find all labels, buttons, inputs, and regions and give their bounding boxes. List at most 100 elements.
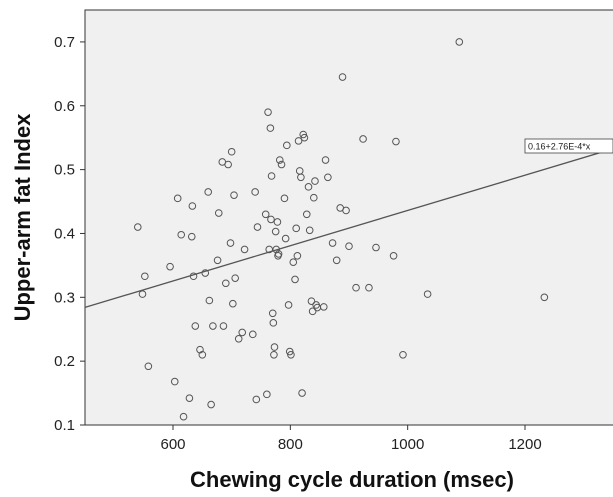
data-point [319, 303, 328, 311]
data-point [399, 350, 407, 359]
data-point [138, 290, 147, 298]
data-point [214, 209, 223, 217]
data-point [253, 223, 262, 231]
y-axis: 0.1 0.2 0.3 0.4 0.5 0.6 0.7 [54, 34, 85, 434]
data-point [277, 160, 286, 169]
data-point [300, 133, 309, 142]
data-point [234, 335, 243, 343]
data-point [270, 343, 279, 351]
data-point [455, 38, 464, 46]
data-point [302, 210, 311, 219]
y-tick-label: 0.3 [54, 289, 75, 306]
data-point [273, 218, 282, 226]
data-point [352, 283, 360, 292]
data-point [293, 252, 302, 260]
data-point [292, 224, 301, 233]
data-point [213, 256, 222, 265]
data-point [189, 272, 198, 281]
data-point [252, 395, 261, 404]
y-tick-label: 0.6 [54, 98, 75, 115]
data-point [305, 226, 314, 235]
data-point [345, 242, 353, 251]
data-point [283, 141, 291, 150]
data-point [342, 206, 350, 215]
data-point [328, 239, 337, 247]
data-point [219, 322, 228, 330]
data-point [291, 275, 299, 284]
regression-equation-box [524, 138, 613, 154]
data-point [280, 194, 289, 203]
y-tick-label: 0.2 [54, 353, 75, 370]
y-axis-title: Upper-arm fat Index [10, 113, 35, 322]
data-point [271, 227, 280, 236]
data-point [298, 389, 306, 397]
data-point [392, 137, 400, 146]
y-tick-label: 0.1 [54, 417, 75, 434]
data-point [289, 258, 298, 266]
data-point [308, 307, 317, 316]
data-point [224, 160, 232, 169]
data-point [198, 350, 207, 359]
x-tick-label: 800 [278, 436, 303, 453]
data-point [231, 274, 239, 282]
data-point [274, 250, 283, 258]
data-point [179, 412, 188, 421]
data-point [332, 256, 341, 265]
y-tick-label: 0.7 [54, 34, 75, 51]
data-points [134, 38, 549, 421]
data-point [191, 322, 200, 330]
data-point [248, 330, 257, 339]
data-point [311, 177, 319, 185]
data-point [324, 173, 332, 182]
data-point [294, 137, 303, 145]
data-point [540, 293, 549, 302]
data-point [268, 309, 277, 318]
data-point [222, 279, 230, 288]
x-tick-label: 600 [160, 436, 185, 453]
data-point [205, 296, 214, 305]
data-point [266, 124, 275, 132]
regression-line [84, 148, 613, 309]
data-point [226, 239, 235, 247]
data-point [297, 173, 305, 182]
data-point [185, 394, 194, 402]
data-point [240, 245, 249, 254]
data-point [166, 262, 174, 271]
x-tick-label: 1200 [508, 436, 541, 453]
data-point [270, 350, 278, 359]
y-tick-label: 0.4 [54, 225, 75, 242]
data-point [134, 223, 142, 231]
data-point [177, 230, 186, 239]
data-point [170, 377, 179, 386]
data-point [338, 73, 347, 81]
data-point [281, 234, 290, 243]
data-point [263, 390, 271, 399]
data-point [229, 299, 237, 308]
data-point [284, 301, 293, 309]
data-point [141, 272, 149, 281]
data-point [365, 283, 373, 292]
x-axis: 600 800 1000 1200 [160, 425, 542, 453]
data-point [230, 191, 238, 199]
data-point [251, 188, 259, 196]
data-point [187, 232, 196, 241]
data-point [275, 156, 284, 164]
data-point [264, 108, 272, 116]
x-tick-label: 1000 [391, 436, 424, 453]
plot-area [84, 9, 613, 426]
x-axis-title: Chewing cycle duration (msec) [190, 467, 514, 492]
data-point [261, 210, 270, 219]
data-point [310, 193, 318, 202]
data-point [209, 322, 217, 330]
data-point [267, 215, 275, 224]
data-point [144, 362, 153, 371]
data-point [299, 130, 308, 139]
data-point [423, 290, 432, 298]
data-point [227, 147, 236, 156]
data-point [389, 252, 398, 260]
regression-equation-label: 0.16+2.76E-4*x [524, 138, 613, 154]
y-tick-label: 0.5 [54, 162, 75, 179]
data-point [307, 297, 316, 305]
data-point [238, 328, 247, 337]
